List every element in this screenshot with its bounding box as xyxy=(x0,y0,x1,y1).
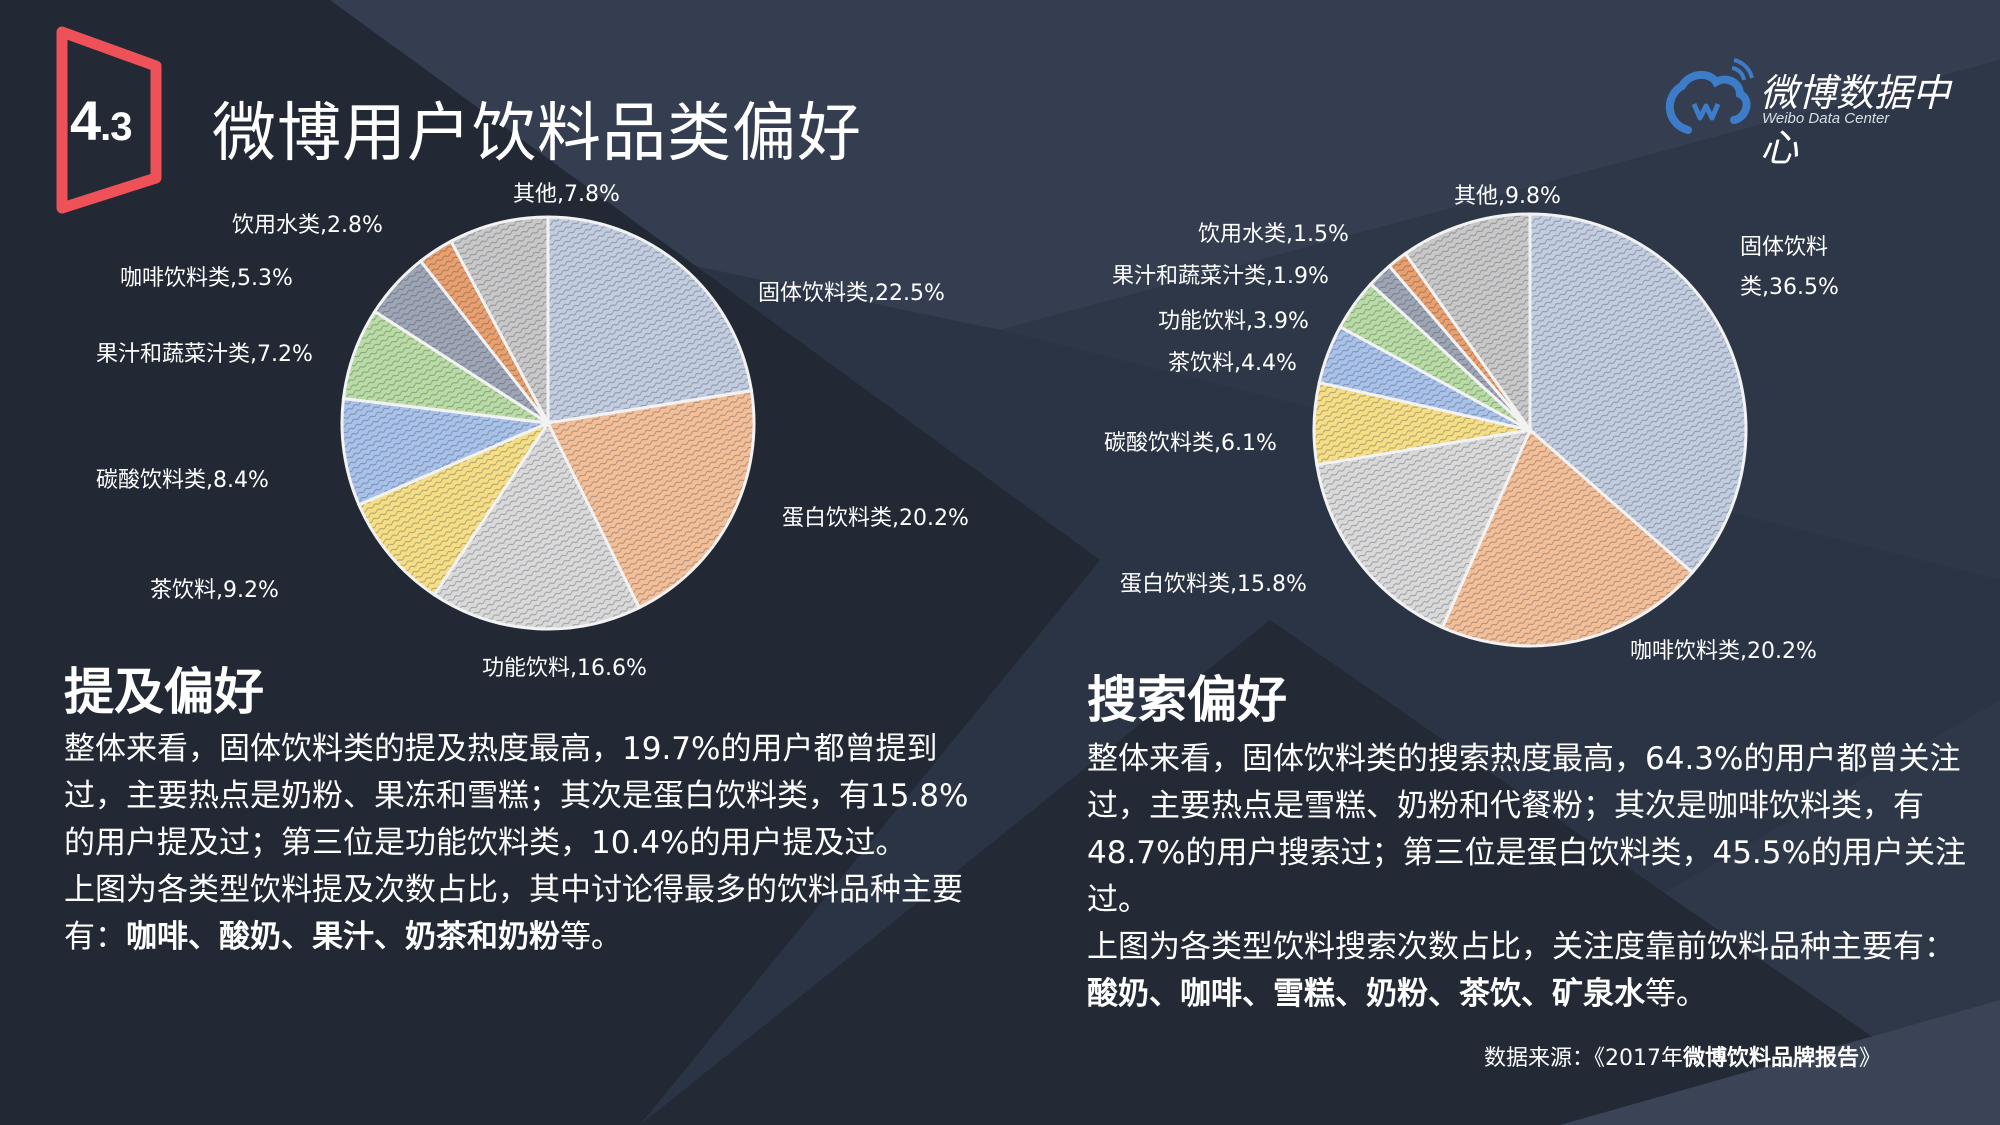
pie-label: 碳酸饮料类,8.4% xyxy=(96,468,269,493)
pie-label: 其他,9.8% xyxy=(1454,184,1561,209)
pie-label: 固体饮料类,22.5% xyxy=(758,281,945,306)
pie-label: 功能饮料,16.6% xyxy=(482,656,647,681)
pie-label: 蛋白饮料类,20.2% xyxy=(782,506,969,531)
pie-label: 果汁和蔬菜汁类,7.2% xyxy=(96,342,313,367)
logo-text-cn: 微博数据中心 xyxy=(1760,71,1951,170)
pie-label: 饮用水类,1.5% xyxy=(1198,222,1349,247)
pie-label: 咖啡饮料类,5.3% xyxy=(120,266,293,291)
data-source: 数据来源：《2017年微博饮料品牌报告》 xyxy=(1484,1046,1882,1071)
mention-preference-heading: 提及偏好 xyxy=(64,663,264,721)
pie-slice-咖啡饮料类 xyxy=(1440,427,1695,648)
pie-label: 其他,7.8% xyxy=(513,182,620,207)
pie-slice-蛋白饮料类 xyxy=(1315,428,1533,630)
pie-slice-其他 xyxy=(449,215,550,424)
mention-preference-pie-chart xyxy=(340,215,756,631)
pie-label: 饮用水类,2.8% xyxy=(232,213,383,238)
pie-slice-固体饮料类 xyxy=(546,215,754,425)
pie-label: 蛋白饮料类,15.8% xyxy=(1120,572,1307,597)
pie-label: 固体饮料类,36.5% xyxy=(1740,235,1839,300)
page-title: 微博用户饮料品类偏好 xyxy=(212,97,862,171)
search-preference-pie-chart xyxy=(1312,212,1748,648)
search-summary: 整体来看，固体饮料类的搜索热度最高，64.3%的用户都曾关注过，主要热点是雪糕、… xyxy=(1087,741,1966,918)
search-preference-heading: 搜索偏好 xyxy=(1087,671,1287,729)
pie-slice-其他 xyxy=(1403,212,1532,435)
pie-slice-固体饮料类 xyxy=(1528,212,1748,575)
pie-label: 功能饮料,3.9% xyxy=(1158,309,1309,334)
pie-label: 碳酸饮料类,6.1% xyxy=(1104,431,1277,456)
weibo-cloud-icon xyxy=(1665,58,1754,134)
mention-summary: 整体来看，固体饮料类的提及热度最高，19.7%的用户都曾提到过，主要热点是奶粉、… xyxy=(64,731,969,861)
pie-label: 茶饮料,9.2% xyxy=(150,578,279,603)
pie-label: 果汁和蔬菜汁类,1.9% xyxy=(1112,264,1329,289)
pie-slice-碳酸饮料类 xyxy=(340,396,554,507)
logo-text-en: Weibo Data Center xyxy=(1762,110,1890,127)
mention-preference-text: 整体来看，固体饮料类的提及热度最高，19.7%的用户都曾提到过，主要热点是奶粉、… xyxy=(64,726,974,961)
mention-top-items: 上图为各类型饮料提及次数占比，其中讨论得最多的饮料品种主要有：咖啡、酸奶、果汁、… xyxy=(64,872,963,955)
pie-slice-蛋白饮料类 xyxy=(545,389,756,610)
pie-slice-茶饮料 xyxy=(356,419,553,597)
search-top-items: 上图为各类型饮料搜索次数占比，关注度靠前饮料品种主要有：酸奶、咖啡、雪糕、奶粉、… xyxy=(1087,929,1955,1012)
search-preference-text: 整体来看，固体饮料类的搜索热度最高，64.3%的用户都曾关注过，主要热点是雪糕、… xyxy=(1087,736,1967,1018)
section-badge-frame xyxy=(56,26,162,214)
section-number: 4.3 xyxy=(70,89,133,152)
weibo-data-center-logo: 微博数据中心 Weibo Data Center xyxy=(1660,58,1960,170)
pie-label: 咖啡饮料类,20.2% xyxy=(1630,639,1817,664)
pie-label: 茶饮料,4.4% xyxy=(1168,351,1297,376)
pie-slice-功能饮料 xyxy=(432,419,642,631)
